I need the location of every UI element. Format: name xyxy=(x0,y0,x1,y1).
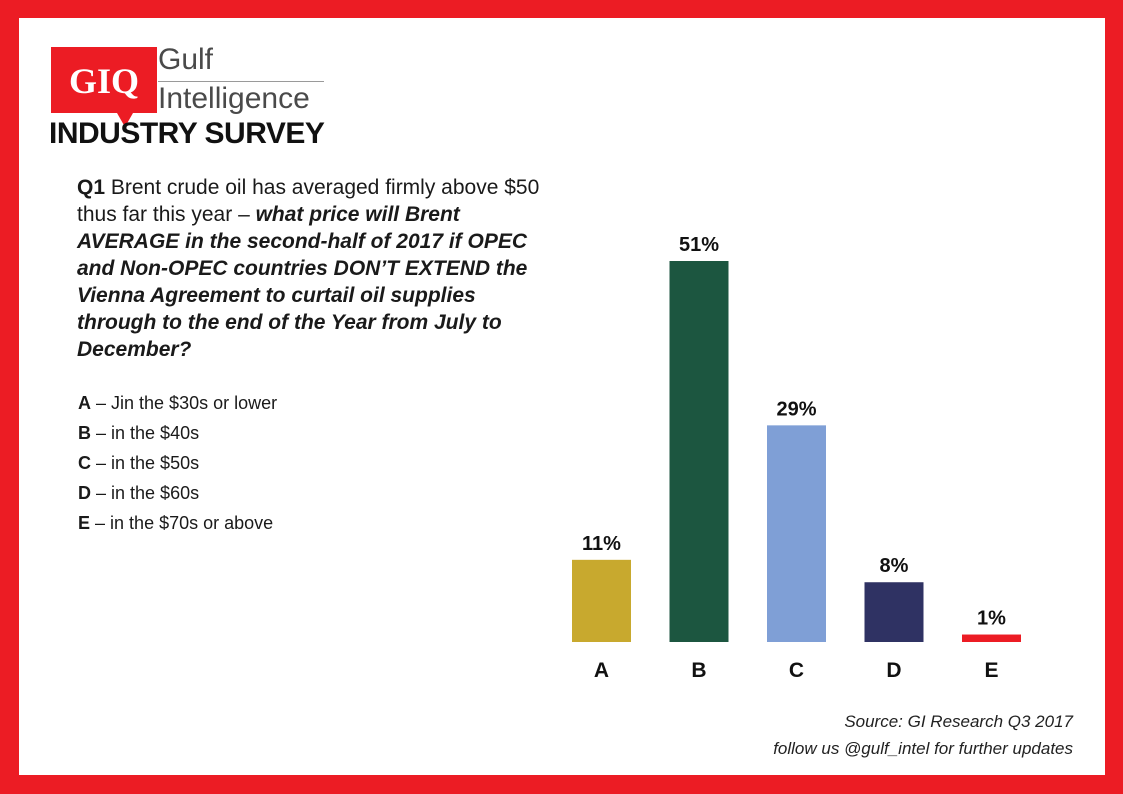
option-item: E – in the $70s or above xyxy=(78,508,277,538)
category-label: E xyxy=(984,659,998,682)
bar-value-label: 1% xyxy=(977,608,1006,630)
bar-a xyxy=(572,559,631,642)
giq-logo: GIQ xyxy=(51,47,157,127)
bar-value-label: 29% xyxy=(776,398,816,420)
bar-d xyxy=(864,582,924,642)
option-item: D – in the $60s xyxy=(78,478,277,508)
bar-c xyxy=(767,425,826,642)
category-label: B xyxy=(691,659,706,682)
survey-question: Q1 Brent crude oil has averaged firmly a… xyxy=(77,174,557,363)
option-letter: E xyxy=(78,513,91,533)
category-label: A xyxy=(594,659,609,682)
option-letter: D xyxy=(78,483,91,503)
source-text: Source: GI Research Q3 2017 xyxy=(844,712,1073,731)
brand-name-line1: Gulf xyxy=(158,43,324,82)
question-number: Q1 xyxy=(77,176,106,199)
option-text: – in the $60s xyxy=(96,483,200,503)
option-text: – in the $40s xyxy=(96,423,200,443)
bar-value-label: 8% xyxy=(880,555,909,577)
survey-bar-chart: 11% A 51% B 29% C 8% D 1% E xyxy=(572,234,1021,682)
option-item: A – Jin the $30s or lower xyxy=(78,388,277,418)
option-letter: C xyxy=(78,453,91,473)
source-note: Source: GI Research Q3 2017 follow us @g… xyxy=(773,708,1073,762)
follow-text: follow us @gulf_intel for further update… xyxy=(773,739,1073,758)
brand-name: Gulf Intelligence xyxy=(158,43,324,116)
option-text: – in the $50s xyxy=(96,453,200,473)
option-letter: A xyxy=(78,393,91,413)
logo-text: GIQ xyxy=(69,61,139,101)
category-label: C xyxy=(789,659,804,682)
question-lead: Brent crude oil has averaged firmly abov… xyxy=(77,176,540,226)
bar-b xyxy=(669,261,729,642)
question-emphasis: what price will Brent AVERAGE in the sec… xyxy=(77,203,528,361)
bar-value-label: 51% xyxy=(679,234,719,256)
bar-e xyxy=(962,634,1021,642)
answer-options: A – Jin the $30s or lower B – in the $40… xyxy=(78,388,277,538)
option-item: B – in the $40s xyxy=(78,418,277,448)
brand-name-line2: Intelligence xyxy=(158,82,310,115)
bar-value-label: 11% xyxy=(582,533,621,555)
category-label: D xyxy=(886,659,901,682)
option-item: C – in the $50s xyxy=(78,448,277,478)
option-letter: B xyxy=(78,423,91,443)
option-text: – in the $70s or above xyxy=(95,513,274,533)
survey-title: INDUSTRY SURVEY xyxy=(49,117,325,150)
survey-card: GIQ Gulf Intelligence INDUSTRY SURVEY Q1… xyxy=(19,18,1105,775)
option-text: – Jin the $30s or lower xyxy=(96,393,278,413)
